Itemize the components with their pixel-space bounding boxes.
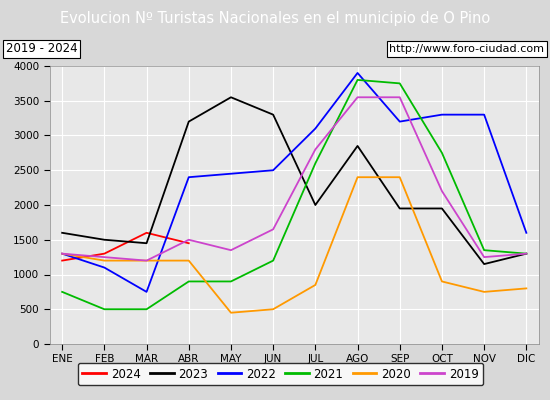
Text: Evolucion Nº Turistas Nacionales en el municipio de O Pino: Evolucion Nº Turistas Nacionales en el m… [60, 10, 490, 26]
Text: 2019 - 2024: 2019 - 2024 [6, 42, 77, 56]
Legend: 2024, 2023, 2022, 2021, 2020, 2019: 2024, 2023, 2022, 2021, 2020, 2019 [78, 363, 483, 385]
Text: http://www.foro-ciudad.com: http://www.foro-ciudad.com [389, 44, 544, 54]
